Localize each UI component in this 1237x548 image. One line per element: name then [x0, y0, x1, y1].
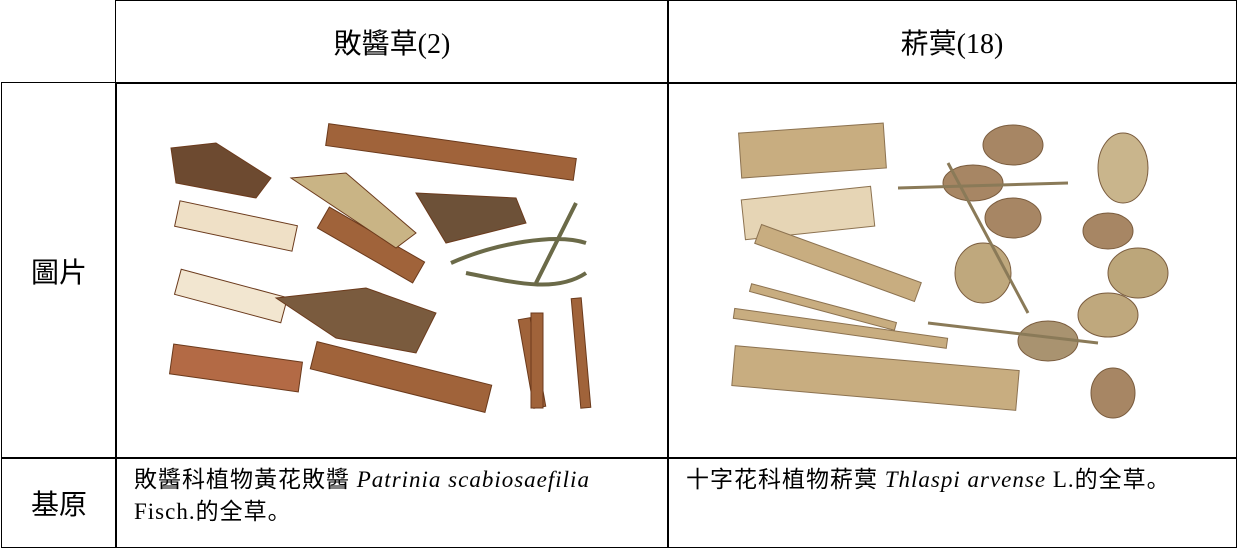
text-part: L.的全草。	[1046, 467, 1171, 492]
origin-text: 十字花科植物菥蓂 Thlaspi arvense L.的全草。	[667, 457, 1237, 548]
row-label: 基原	[1, 457, 117, 548]
image-cell	[115, 82, 669, 459]
text-part: 十字花科植物菥蓂	[686, 467, 885, 492]
text-part: Fisch.的全草。	[134, 467, 597, 524]
herb-photo	[168, 123, 592, 413]
text-part: Patrinia scabiosaefilia	[356, 467, 590, 492]
origin-text: 敗醬科植物黃花敗醬 Patrinia scabiosaefilia Fisch.…	[115, 457, 669, 548]
text-part: Thlaspi arvense	[884, 467, 1047, 492]
herb-photo	[731, 122, 1169, 419]
column-header: 敗醬草(2)	[115, 0, 669, 84]
image-cell	[667, 82, 1237, 459]
row-label: 圖片	[1, 82, 117, 459]
column-header: 菥蓂(18)	[667, 0, 1237, 84]
text-part: 敗醬科植物黃花敗醬	[134, 467, 357, 492]
